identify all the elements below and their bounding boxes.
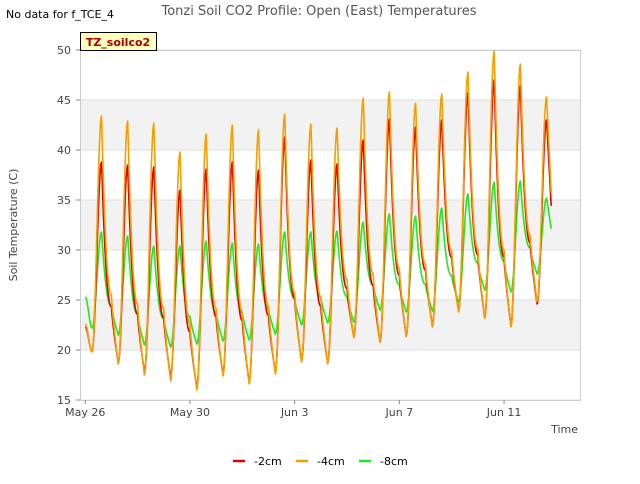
site-badge: TZ_soilco2 — [80, 32, 157, 51]
x-tick-label: Jun 7 — [385, 406, 414, 419]
no-data-note: No data for f_TCE_4 — [6, 8, 114, 21]
y-axis: 15 20 25 30 35 40 45 50 — [57, 44, 80, 407]
legend: -2cm -4cm -8cm — [233, 455, 408, 468]
series-lines — [84, 50, 552, 391]
y-tick-label: 20 — [57, 344, 71, 357]
site-badge-box — [80, 32, 157, 51]
y-tick-label: 45 — [57, 94, 71, 107]
chart-title: Tonzi Soil CO2 Profile: Open (East) Temp… — [160, 4, 476, 19]
plot-area — [80, 50, 581, 401]
site-badge-label: TZ_soilco2 — [86, 36, 150, 49]
x-tick-label: May 30 — [170, 406, 210, 419]
x-tick-label: Jun 3 — [280, 406, 309, 419]
x-axis: May 26 May 30 Jun 3 Jun 7 Jun 11 — [65, 400, 521, 419]
y-tick-label: 25 — [57, 294, 71, 307]
legend-label: -4cm — [317, 455, 345, 468]
y-axis-label: Soil Temperature (C) — [7, 169, 20, 282]
x-axis-label: Time — [550, 423, 578, 436]
x-tick-label: May 26 — [65, 406, 105, 419]
series-line-minus-4cm — [84, 50, 552, 391]
y-tick-label: 15 — [57, 394, 71, 407]
y-tick-label: 30 — [57, 244, 71, 257]
y-tick-label: 50 — [57, 44, 71, 57]
y-tick-label: 40 — [57, 144, 71, 157]
y-tick-label: 35 — [57, 194, 71, 207]
legend-label: -2cm — [254, 455, 282, 468]
legend-label: -8cm — [380, 455, 408, 468]
x-tick-label: Jun 11 — [486, 406, 522, 419]
